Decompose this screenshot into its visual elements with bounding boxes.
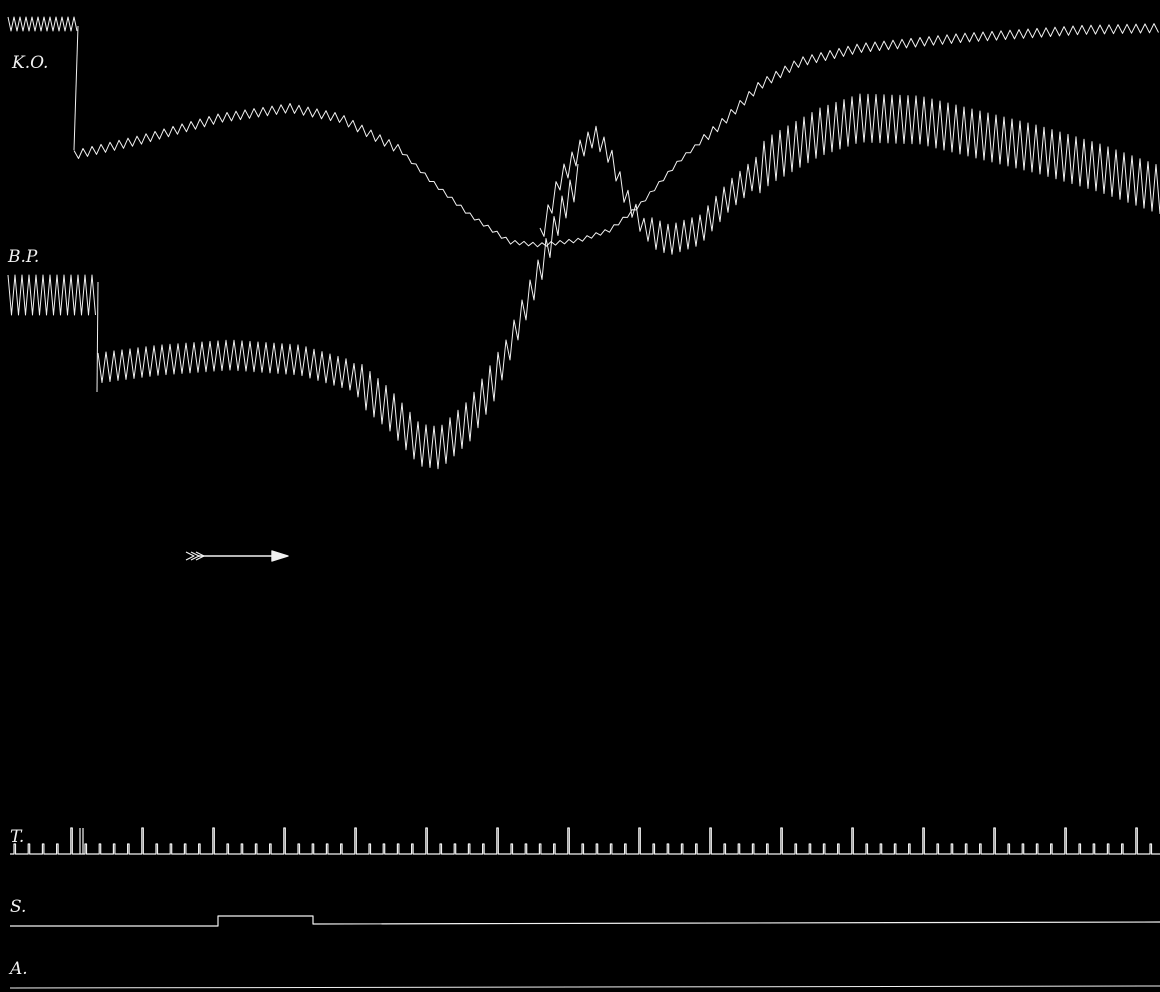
arrow-head: [271, 550, 289, 562]
abscissa-base-line: [9, 985, 1160, 989]
time-marker-line: [10, 827, 1160, 855]
time-label: T.: [10, 827, 25, 847]
ko-trace: [7, 16, 1160, 255]
direction-arrow-icon: [185, 550, 289, 562]
bp-drop: [96, 281, 99, 393]
signal-line: [10, 915, 1160, 927]
abscissa-label: A.: [10, 959, 28, 979]
bp-trace: [7, 163, 579, 470]
abscissa-line: [9, 985, 1160, 989]
bp-trace: [97, 163, 579, 470]
signal-label: S.: [10, 897, 27, 917]
ko-drop: [73, 25, 79, 151]
signal-trace: [10, 915, 1160, 927]
ko-trace-a: [73, 23, 1159, 248]
bp-segment-initial: [7, 274, 96, 316]
time-marker-doublet: [79, 828, 84, 854]
ko-trace-b: [539, 93, 1160, 255]
ko-segment-initial: [7, 16, 78, 32]
ko-label: K.O.: [12, 53, 49, 73]
bp-label: B.P.: [8, 247, 40, 267]
time-trace: [10, 827, 1160, 855]
arrow-feathers: [185, 551, 205, 561]
